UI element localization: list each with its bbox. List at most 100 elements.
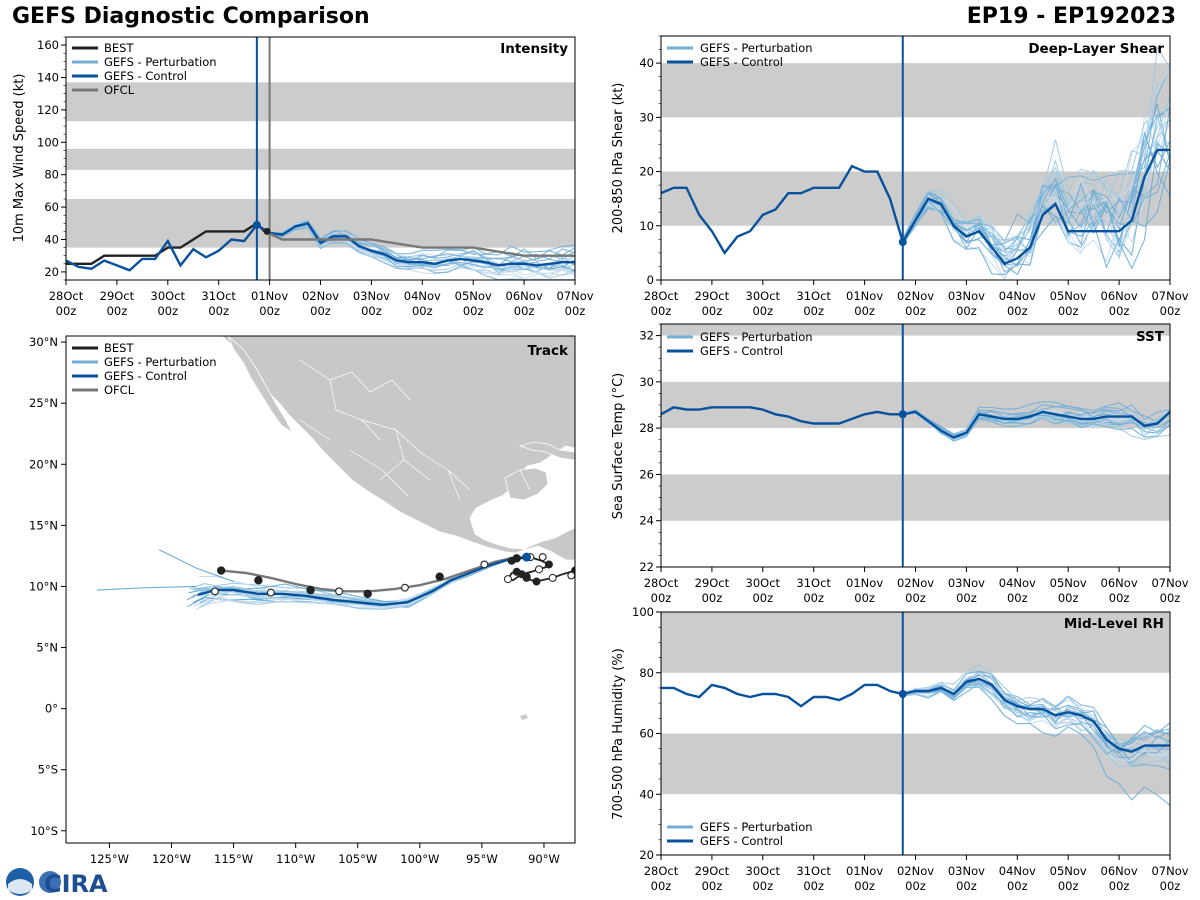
intensity-legend: BEST GEFS - Perturbation GEFS - Control … (72, 41, 217, 97)
shear-perturbation-line (902, 68, 1171, 261)
rh-xtick-date: 29Oct (695, 864, 730, 878)
sst-legend: GEFS - Perturbation GEFS - Control (667, 330, 813, 358)
shear-xtick-hour: 00z (1160, 304, 1181, 318)
sst-title: SST (1136, 329, 1165, 345)
track-filled-marker (216, 566, 226, 575)
intensity-xtick-date: 04Nov (404, 289, 441, 303)
shear-xtick-hour: 00z (803, 304, 824, 318)
rh-perturbation-line (902, 678, 1171, 759)
track-ytick-label: 5°S (38, 763, 58, 777)
shear-perturbation-line (902, 142, 1171, 276)
rh-frame (660, 611, 1171, 856)
shear-xtick-hour: 00z (956, 304, 977, 318)
shear-title: Deep-Layer Shear (1028, 41, 1164, 57)
sst-ylabel: Sea Surface Temp (°C) (611, 373, 626, 520)
rh-xtick-hour: 00z (803, 879, 824, 893)
shear-xtick-date: 04Nov (999, 289, 1036, 303)
track-best-marker (534, 565, 543, 574)
rh-xtick-hour: 00z (1160, 879, 1181, 893)
shear-xtick-date: 01Nov (846, 289, 883, 303)
sst-xtick-hour: 00z (803, 591, 824, 605)
legend-perturbation: GEFS - Perturbation (700, 330, 813, 344)
track-filled-marker (306, 585, 315, 595)
track-open-marker (538, 553, 547, 562)
rh-ytick-label: 20 (639, 848, 654, 862)
intensity-xtick-hour: 00z (208, 304, 229, 318)
intensity-ytick-label: 20 (44, 265, 59, 279)
sst-ytick-label: 32 (639, 329, 654, 343)
intensity-init-marker (252, 220, 261, 229)
shear-legend: GEFS - Perturbation GEFS - Control (667, 41, 813, 69)
rh-ytick-label: 60 (639, 727, 654, 741)
track-filled-marker (435, 572, 444, 581)
intensity-ytick-label: 120 (37, 103, 59, 117)
sst-xtick-hour: 00z (752, 591, 773, 605)
shear-xtick-hour: 00z (752, 304, 773, 318)
intensity-xtick-date: 06Nov (506, 289, 543, 303)
shear-perturbation-line (902, 149, 1171, 246)
rh-gefs-control-line (661, 677, 1170, 753)
track-best-marker (548, 573, 557, 582)
legend-control: GEFS - Control (700, 344, 783, 358)
track-xtick-label: 95°W (466, 852, 498, 866)
rh-xtick-hour: 00z (854, 879, 875, 893)
track-filled-marker (522, 572, 531, 581)
intensity-xtick-date: 28Oct (49, 289, 84, 303)
shear-xtick-date: 31Oct (796, 289, 831, 303)
track-title: Track (528, 343, 569, 359)
sst-xtick-date: 03Nov (948, 576, 985, 590)
intensity-xtick-date: 01Nov (251, 289, 288, 303)
sst-ytick-label: 26 (639, 467, 654, 481)
track-xtick-label: 90°W (528, 852, 560, 866)
intensity-xtick-hour: 00z (514, 304, 535, 318)
legend-perturbation: GEFS - Perturbation (700, 820, 813, 834)
shear-xtick-hour: 00z (702, 304, 723, 318)
shear-xtick-hour: 00z (651, 304, 672, 318)
legend-control: GEFS - Control (700, 834, 783, 848)
intensity-band-1 (66, 148, 575, 170)
shear-ytick-label: 40 (639, 56, 654, 70)
intensity-band-2 (66, 82, 575, 122)
rh-ytick-label: 100 (632, 605, 654, 619)
rh-xtick-date: 04Nov (999, 864, 1036, 878)
intensity-xtick-date: 02Nov (302, 289, 339, 303)
rh-perturbation-line (902, 664, 1171, 766)
intensity-xtick-date: 07Nov (556, 289, 593, 303)
shear-init-marker (898, 238, 907, 247)
globe-icon (39, 871, 61, 893)
land-baja-california (227, 336, 293, 434)
track-gefs-control-line (197, 555, 527, 607)
land-cuba (518, 441, 575, 461)
rh-xtick-hour: 00z (752, 879, 773, 893)
track-frame (65, 335, 576, 844)
shear-frame (660, 35, 1171, 281)
sst-xtick-date: 30Oct (746, 576, 781, 590)
sst-xtick-date: 31Oct (796, 576, 831, 590)
track-open-marker (480, 560, 489, 569)
track-perturbation-line (205, 556, 527, 602)
track-ytick-label: 20°N (29, 457, 58, 471)
intensity-ofcl-line (264, 230, 575, 257)
legend-perturbation: GEFS - Perturbation (104, 55, 217, 69)
shear-xtick-date: 28Oct (644, 289, 679, 303)
sst-xtick-date: 02Nov (897, 576, 934, 590)
shear-ytick-label: 20 (639, 165, 654, 179)
intensity-xtick-hour: 00z (56, 304, 77, 318)
track-xtick-label: 125°W (90, 852, 129, 866)
track-legend: BEST GEFS - Perturbation GEFS - Control … (72, 341, 217, 397)
rh-xtick-date: 07Nov (1151, 864, 1188, 878)
shear-ytick-label: 10 (639, 219, 654, 233)
intensity-xtick-hour: 00z (310, 304, 331, 318)
track-open-marker (335, 587, 344, 596)
legend-control: GEFS - Control (700, 55, 783, 69)
intensity-frame (65, 36, 576, 281)
rh-perturbation-line (902, 682, 1171, 767)
shear-band-1 (661, 63, 1170, 118)
intensity-xtick-date: 03Nov (353, 289, 390, 303)
track-best-marker (503, 575, 512, 584)
track-ytick-label: 10°S (30, 824, 58, 838)
sst-xtick-date: 28Oct (644, 576, 679, 590)
sst-ytick-label: 22 (639, 560, 654, 574)
shear-ytick-label: 30 (639, 110, 654, 124)
